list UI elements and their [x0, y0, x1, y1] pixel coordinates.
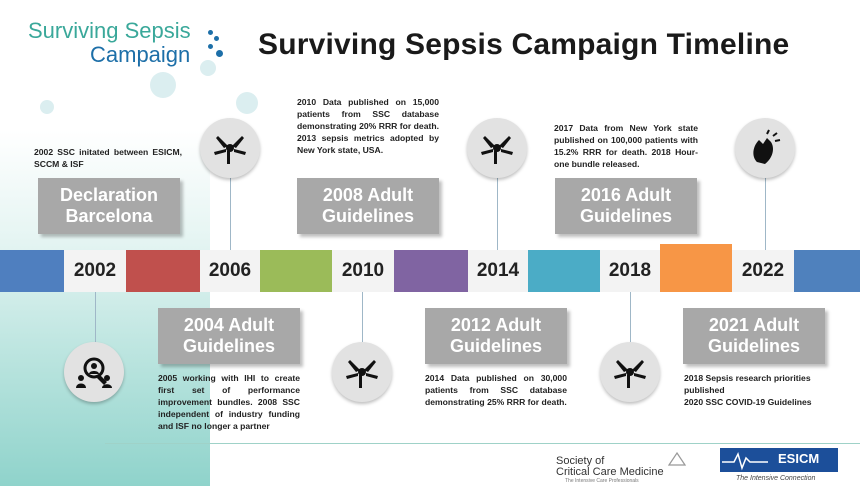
- timeline-segment: [0, 250, 64, 292]
- timeline-segment: [794, 250, 860, 292]
- esicm-heartbeat-icon: [722, 451, 768, 471]
- milestone-title-line2: Barcelona: [65, 206, 153, 226]
- milestone-declaration-barcelona: Declaration Barcelona: [38, 178, 180, 234]
- year-label-2006: 2006: [200, 250, 260, 292]
- year-label-2022: 2022: [732, 250, 794, 292]
- note-2012: 2014 Data published on 30,000 patients f…: [425, 373, 567, 407]
- year-label-2014: 2014: [468, 250, 528, 292]
- footer-divider: [105, 443, 860, 444]
- esicm-tagline: The Intensive Connection: [736, 475, 816, 482]
- milestone-2021-guidelines: 2021 Adult Guidelines: [683, 308, 825, 364]
- connector-line: [230, 170, 231, 250]
- note-2002: 2002 SSC initated between ESICM, SCCM & …: [34, 147, 182, 169]
- sccm-triangle-icon: [668, 452, 686, 466]
- note-2016: 2017 Data from New York state published …: [554, 123, 698, 169]
- hands-together-icon: [600, 342, 660, 402]
- milestone-title-line2: Guidelines: [707, 336, 801, 356]
- hands-together-icon: [467, 118, 527, 178]
- timeline-segment: [260, 250, 332, 292]
- note-2021-line1: 2018 Sepsis research priorities publishe…: [684, 373, 811, 395]
- milestone-title-line2: Guidelines: [449, 336, 543, 356]
- year-label-2010: 2010: [332, 250, 394, 292]
- note-2021: 2018 Sepsis research priorities publishe…: [684, 372, 834, 408]
- hands-together-icon: [332, 342, 392, 402]
- connector-line: [497, 172, 498, 250]
- connector-line: [95, 292, 96, 342]
- milestone-title-line1: 2008 Adult: [322, 185, 414, 205]
- note-2008: 2010 Data published on 15,000 patients f…: [297, 97, 439, 155]
- milestone-title-line1: 2004 Adult: [183, 315, 275, 335]
- logo-text-line1: Surviving Sepsis: [28, 18, 191, 43]
- milestone-title-line2: Guidelines: [182, 336, 276, 356]
- logo-text-line2: Campaign: [90, 42, 191, 67]
- connector-line: [765, 172, 766, 250]
- page-title: Surviving Sepsis Campaign Timeline: [258, 28, 790, 61]
- timeline-segment: [528, 250, 600, 292]
- connector-line: [362, 292, 363, 342]
- milestone-title-line1: 2012 Adult: [450, 315, 542, 335]
- year-label-2018: 2018: [600, 250, 660, 292]
- hands-together-icon: [200, 118, 260, 178]
- timeline-segment: [126, 250, 200, 292]
- milestone-title-line2: Guidelines: [579, 206, 673, 226]
- milestone-2012-guidelines: 2012 Adult Guidelines: [425, 308, 567, 364]
- milestone-2016-guidelines: 2016 Adult Guidelines: [555, 178, 697, 234]
- year-label-2002: 2002: [64, 250, 126, 292]
- clapping-hands-icon: [735, 118, 795, 178]
- milestone-title-line2: Guidelines: [321, 206, 415, 226]
- sccm-tagline: The Intensive Care Professionals: [565, 478, 639, 484]
- magnifier-people-icon: [64, 342, 124, 402]
- milestone-title-line1: 2016 Adult: [580, 185, 672, 205]
- milestone-title-line1: Declaration: [59, 185, 159, 205]
- timeline-segment: [394, 250, 468, 292]
- connector-line: [630, 292, 631, 342]
- sccm-logo-line2: Critical Care Medicine: [556, 466, 664, 478]
- note-2004: 2005 working with IHI to create first se…: [158, 373, 300, 431]
- timeline-segment: [660, 244, 732, 292]
- milestone-title-line1: 2021 Adult: [708, 315, 800, 335]
- milestone-2004-guidelines: 2004 Adult Guidelines: [158, 308, 300, 364]
- sccm-logo-line1: Society of: [556, 455, 605, 467]
- milestone-2008-guidelines: 2008 Adult Guidelines: [297, 178, 439, 234]
- esicm-logo: [720, 448, 838, 472]
- note-2021-line2: 2020 SSC COVID-19 Guidelines: [684, 397, 812, 407]
- esicm-logo-text: ESICM: [778, 451, 820, 466]
